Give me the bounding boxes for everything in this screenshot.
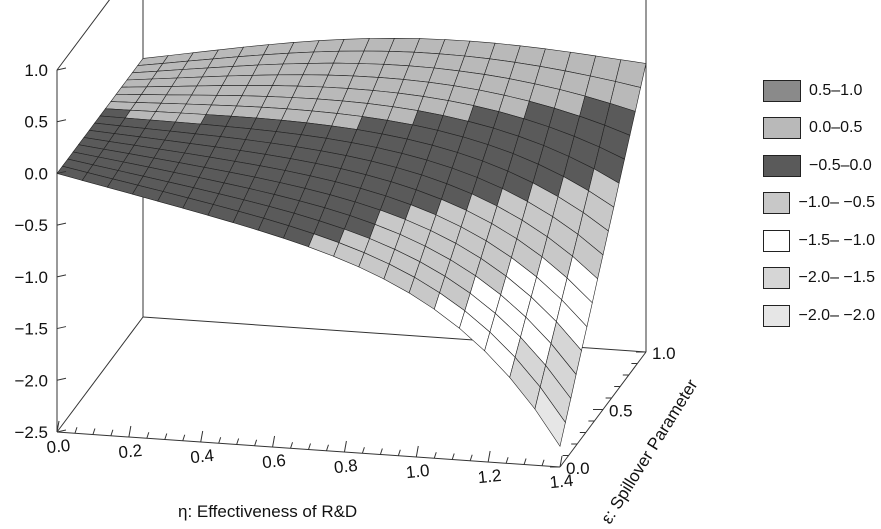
- y-tick-label: 0.0: [566, 459, 590, 478]
- x-tick-label: 0.6: [261, 451, 286, 472]
- legend-label: −0.5–0.0: [809, 156, 872, 174]
- x-axis-title: η: Effectiveness of R&D: [178, 502, 357, 521]
- x-tick: [272, 435, 276, 448]
- x-tick: [200, 430, 204, 443]
- x-tick: [218, 437, 222, 444]
- legend-item: −2.0– −2.0: [763, 299, 875, 332]
- x-tick-label: 1.0: [405, 461, 430, 482]
- x-tick: [182, 434, 186, 441]
- legend-label: −1.0– −0.5: [798, 194, 875, 211]
- legend-item: 0.0–0.5: [763, 112, 875, 145]
- legend-item: −0.5–0.0: [763, 149, 875, 182]
- x-tick-label: 0.4: [189, 446, 214, 467]
- x-tick: [469, 454, 473, 461]
- legend: 0.5–1.0 0.0–0.5 −0.5–0.0 −1.0– −0.5 −1.5…: [763, 74, 875, 337]
- x-axis: 0.0 0.2 0.4 0.6 0.8 1.0 1.2 1.4: [46, 420, 574, 492]
- x-tick: [290, 442, 294, 449]
- z-tick: [56, 119, 67, 123]
- z-tick-label: −1.0: [14, 268, 48, 287]
- x-tick: [146, 432, 150, 439]
- x-tick: [487, 450, 491, 463]
- box-edge: [56, 0, 110, 71]
- x-tick: [308, 443, 311, 450]
- z-tick: [56, 429, 67, 433]
- legend-label: 0.5–1.0: [809, 81, 863, 99]
- x-tick: [56, 420, 60, 433]
- x-tick: [523, 458, 527, 465]
- z-tick-label: 1.0: [24, 61, 48, 80]
- legend-swatch: [763, 304, 791, 327]
- legend-swatch: [763, 117, 801, 139]
- x-tick: [110, 429, 114, 436]
- legend-swatch: [763, 79, 801, 102]
- y-axis-title: ε: Spillover Parameter: [597, 376, 701, 527]
- x-tick: [325, 444, 329, 451]
- x-tick-label: 1.4: [549, 471, 574, 492]
- x-tick-label: 0.2: [118, 441, 143, 462]
- z-tick-label: 0.5: [24, 113, 48, 132]
- x-tick: [433, 452, 437, 459]
- y-tick-label: 0.5: [609, 402, 633, 421]
- z-tick: [56, 222, 67, 226]
- z-tick: [56, 170, 67, 174]
- legend-label: −1.5– −1.0: [798, 231, 875, 249]
- z-axis: 1.0 0.5 0.0 −0.5 −1.0 −1.5 −2.0 −2.5: [14, 61, 67, 442]
- x-tick: [505, 457, 509, 464]
- z-tick: [56, 377, 67, 381]
- x-tick: [343, 440, 347, 453]
- x-tick: [164, 433, 168, 440]
- x-tick: [397, 449, 401, 456]
- surface-patch: [534, 386, 566, 448]
- x-tick: [254, 439, 258, 446]
- z-tick-label: 0.0: [24, 164, 48, 183]
- legend-item: 0.5–1.0: [763, 74, 875, 107]
- legend-label: 0.0–0.5: [809, 119, 863, 136]
- z-tick: [56, 67, 67, 71]
- legend-swatch: [763, 267, 791, 289]
- legend-swatch: [763, 229, 791, 252]
- x-tick: [541, 459, 545, 466]
- y-axis: 0.0 0.5 1.0: [550, 344, 676, 478]
- z-tick-label: −0.5: [14, 216, 48, 235]
- legend-swatch: [763, 192, 791, 214]
- x-tick-label: 0.0: [46, 436, 71, 457]
- x-tick: [415, 445, 419, 458]
- x-tick: [451, 453, 455, 460]
- x-tick-label: 0.8: [333, 456, 358, 477]
- surface-mesh: [56, 37, 647, 448]
- z-tick-label: −1.5: [14, 320, 48, 339]
- x-tick: [74, 427, 78, 434]
- z-tick-label: −2.5: [14, 423, 48, 442]
- x-tick: [236, 438, 240, 445]
- legend-item: −1.0– −0.5: [763, 187, 875, 220]
- z-tick: [56, 326, 67, 330]
- z-tick-label: −2.0: [14, 371, 48, 390]
- z-tick: [56, 274, 67, 278]
- legend-item: −2.0– −1.5: [763, 262, 875, 295]
- x-tick: [379, 448, 383, 455]
- x-tick: [92, 428, 96, 435]
- box-edge: [56, 316, 144, 433]
- y-tick-label: 1.0: [652, 344, 676, 363]
- legend-item: −1.5– −1.0: [763, 224, 875, 257]
- legend-label: −2.0– −2.0: [798, 306, 875, 324]
- x-tick: [559, 455, 563, 468]
- legend-label: −2.0– −1.5: [798, 269, 875, 286]
- x-tick: [361, 447, 365, 454]
- x-tick-label: 1.2: [477, 466, 502, 487]
- legend-swatch: [763, 154, 801, 177]
- x-tick: [128, 425, 132, 438]
